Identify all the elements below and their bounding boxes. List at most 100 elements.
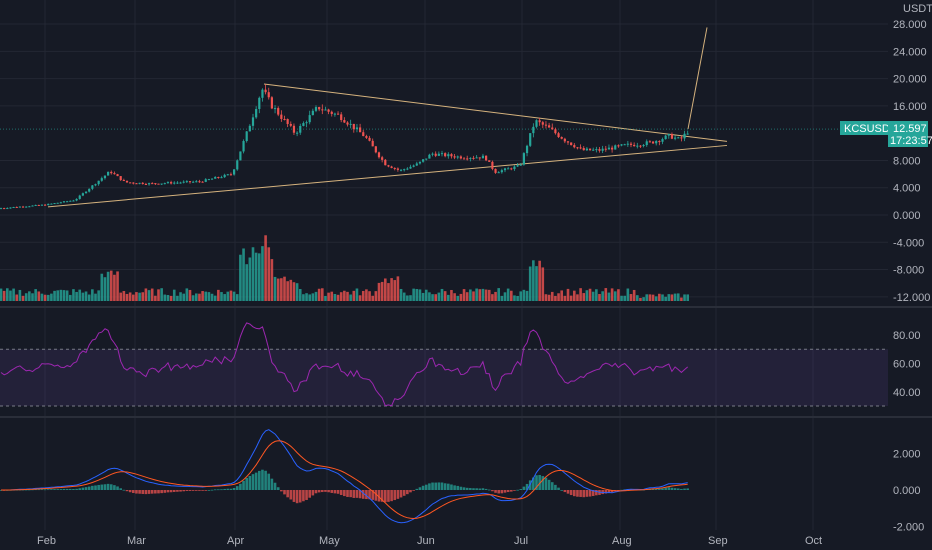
candle-body	[658, 141, 661, 143]
macd-histogram-bar	[336, 490, 340, 494]
macd-histogram-bar	[46, 489, 50, 491]
macd-histogram-bar	[604, 490, 608, 494]
macd-histogram-bar	[150, 490, 154, 494]
candle-body	[144, 183, 147, 185]
macd-histogram-bar	[371, 490, 374, 500]
candle-body	[179, 182, 182, 184]
volume-bar	[598, 293, 601, 301]
macd-histogram-bar	[198, 490, 201, 491]
volume-bar	[220, 292, 223, 301]
volume-bar	[626, 288, 630, 301]
macd-histogram-bar	[522, 486, 526, 490]
volume-bar	[267, 247, 271, 301]
volume-bar	[100, 273, 104, 301]
candle-body	[667, 134, 670, 136]
candle-body	[119, 176, 122, 181]
candle-body	[214, 176, 217, 179]
lower-trendline	[47, 144, 728, 208]
macd-histogram-bar	[50, 489, 53, 490]
price-tick-label: -12.000	[893, 292, 930, 304]
macd-histogram-bar	[377, 490, 381, 502]
volume-bar	[431, 294, 434, 301]
volume-bar	[566, 288, 570, 301]
volume-bar	[469, 289, 472, 301]
macd-histogram-bar	[387, 490, 390, 502]
volume-bar	[371, 295, 374, 301]
volume-bar	[273, 276, 277, 301]
volume-bar	[516, 295, 519, 301]
candle-body	[355, 127, 359, 130]
volume-bar	[84, 291, 88, 301]
candlestick-series	[0, 84, 689, 210]
rsi-tick-label: 40.00	[893, 387, 921, 399]
macd-histogram-bar	[576, 490, 579, 497]
candle-body	[415, 163, 418, 166]
last-price-badge[interactable]: KCSUSDT 12.597 17:23:57	[840, 121, 932, 147]
volume-bar	[258, 253, 261, 301]
macd-histogram-bar	[491, 490, 494, 492]
macd-histogram-bar	[412, 490, 415, 491]
macd-histogram-bar	[232, 487, 236, 490]
macd-histogram-bar	[286, 490, 289, 498]
macd-histogram-bar	[532, 477, 535, 490]
candle-body	[626, 143, 629, 145]
macd-histogram-bar	[125, 490, 129, 492]
volume-bar	[305, 293, 308, 301]
volume-bar	[122, 291, 126, 301]
macd-histogram-bar	[56, 489, 59, 490]
volume-bar	[361, 290, 365, 301]
macd-histogram-bar	[298, 490, 302, 503]
macd-histogram-bar	[81, 487, 85, 490]
macd-histogram-bar	[680, 488, 683, 490]
candle-body	[573, 145, 576, 148]
macd-histogram-bar	[380, 490, 384, 502]
volume-bar	[557, 293, 560, 301]
candle-body	[25, 206, 28, 208]
candle-body	[485, 155, 488, 161]
candle-body	[66, 201, 69, 203]
volume-bar	[6, 288, 9, 301]
macd-histogram-bar	[210, 489, 214, 491]
volume-bar	[34, 289, 37, 301]
candle-body	[390, 166, 393, 168]
macd-histogram-bar	[69, 488, 72, 490]
candle-body	[84, 191, 88, 194]
volume-bar	[106, 271, 110, 301]
candle-body	[450, 154, 453, 157]
candle-body	[188, 181, 192, 183]
volume-bar	[113, 274, 116, 301]
candle-body	[422, 159, 425, 162]
candle-body	[330, 111, 333, 114]
candle-body	[270, 97, 273, 109]
candle-body	[192, 181, 195, 183]
volume-bar	[676, 293, 680, 301]
volume-bar	[69, 294, 72, 301]
upper-trendline	[263, 83, 728, 142]
candle-body	[437, 153, 440, 156]
macd-histogram-bar	[456, 485, 460, 490]
volume-bar	[53, 290, 56, 301]
candle-body	[604, 148, 607, 150]
candle-body	[576, 147, 579, 149]
candle-body	[516, 165, 519, 167]
macd-histogram-bar	[135, 490, 138, 494]
volume-bar	[629, 294, 633, 301]
volume-bar	[487, 289, 491, 301]
volume-bar	[204, 291, 208, 301]
macd-histogram-bar	[513, 490, 516, 491]
macd-histogram-bar	[465, 487, 469, 490]
volume-bar	[217, 289, 220, 301]
macd-histogram-bar	[447, 483, 450, 490]
candle-body	[529, 133, 532, 146]
volume-bar	[636, 295, 639, 301]
volume-bar	[569, 295, 573, 301]
volume-bar	[604, 288, 608, 301]
candle-body	[15, 206, 18, 208]
macd-tick-label: 0.000	[893, 485, 921, 497]
volume-bar	[673, 293, 677, 301]
volume-bar	[330, 291, 334, 301]
candle-body	[210, 178, 214, 180]
candle-body	[160, 183, 163, 185]
volume-bar	[610, 288, 614, 301]
